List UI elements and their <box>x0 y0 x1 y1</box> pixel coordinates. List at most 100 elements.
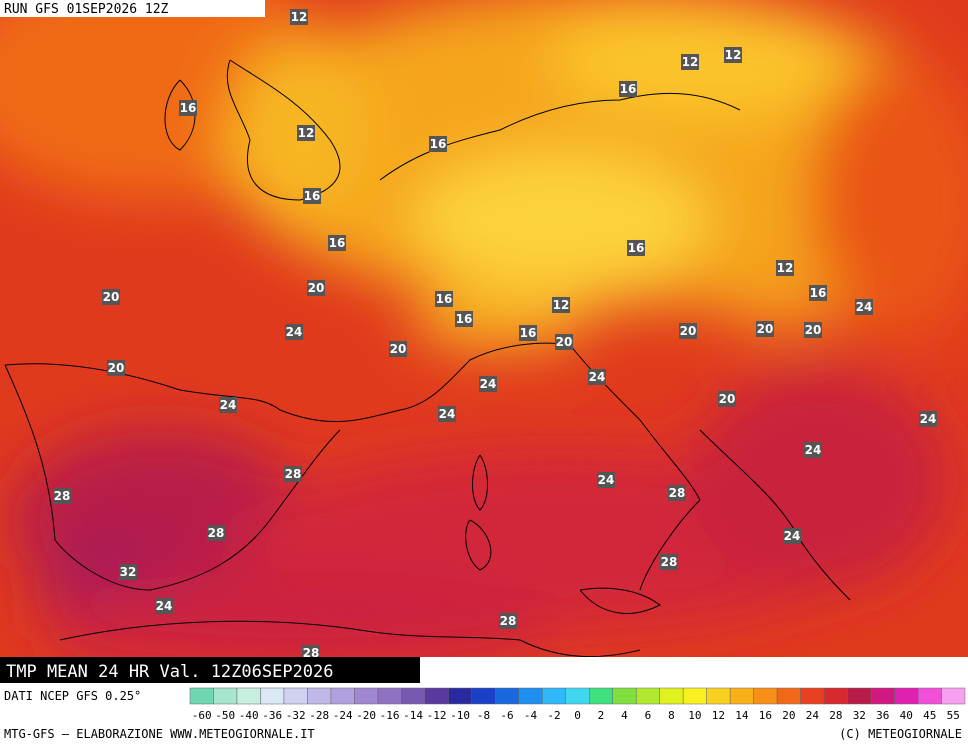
scale-label: 12 <box>712 709 725 722</box>
scale-swatch <box>729 687 754 705</box>
scale-label: -40 <box>239 709 259 722</box>
scale-label: -10 <box>450 709 470 722</box>
contour-label: 20 <box>108 361 125 375</box>
contour-label-box <box>297 125 315 141</box>
run-label: RUN GFS 01SEP2026 12Z <box>4 2 169 17</box>
coastlines <box>4 59 851 658</box>
contour-label: 28 <box>303 646 320 660</box>
contour-label: 12 <box>682 55 699 69</box>
scale-swatch <box>354 687 379 705</box>
scale-swatch <box>823 687 848 705</box>
scale-swatch <box>894 687 919 705</box>
scale-label: -12 <box>427 709 447 722</box>
run-label-box <box>0 0 265 17</box>
scale-swatch <box>565 687 590 705</box>
scale-swatch <box>377 687 402 705</box>
color-scale: -60 -50 -40 -36 -32 -28 -24 -20 -16 -14 -12 -10 -8 -6… <box>189 687 966 722</box>
scale-swatch <box>635 687 660 705</box>
scale-label: -24 <box>333 709 353 722</box>
contour-label: 24 <box>805 443 822 457</box>
scale-swatch <box>542 687 567 705</box>
contour-label: 12 <box>777 261 794 275</box>
scale-label: 40 <box>900 709 913 722</box>
scale-label: -8 <box>477 709 490 722</box>
scale-swatch <box>260 687 285 705</box>
scale-label: 36 <box>876 709 889 722</box>
contour-label-box <box>102 289 120 305</box>
scale-swatch <box>682 687 707 705</box>
scale-swatch <box>917 687 942 705</box>
scale-swatch <box>236 687 261 705</box>
contour-label-box <box>660 554 678 570</box>
scale-label: -2 <box>547 709 560 722</box>
scale-label: 14 <box>735 709 749 722</box>
scale-swatch <box>847 687 872 705</box>
contour-label-box <box>588 369 606 385</box>
contour-label: 20 <box>757 322 774 336</box>
scale-label: -4 <box>524 709 538 722</box>
scale-label: 28 <box>829 709 842 722</box>
contour-label-box <box>285 324 303 340</box>
contour-label: 16 <box>436 292 453 306</box>
contour-label-box <box>555 334 573 350</box>
scale-swatch <box>189 687 214 705</box>
contour-label: 28 <box>285 467 302 481</box>
map-title: TMP MEAN 24 HR Val. 12Z06SEP2026 <box>6 662 334 682</box>
contour-label-box <box>724 47 742 63</box>
scale-label: 55 <box>947 709 960 722</box>
contour-label: 24 <box>598 473 615 487</box>
contour-label: 16 <box>430 137 447 151</box>
scale-swatch <box>448 687 473 705</box>
scale-label: 8 <box>668 709 675 722</box>
contour-label: 16 <box>628 241 645 255</box>
contour-label-box <box>519 325 537 341</box>
scale-swatch <box>495 687 520 705</box>
contour-label-box <box>499 613 517 629</box>
contour-label-box <box>119 564 137 580</box>
contour-label-box <box>597 472 615 488</box>
scale-swatch <box>588 687 613 705</box>
contour-label: 16 <box>520 326 537 340</box>
contour-label: 20 <box>103 290 120 304</box>
contour-label: 24 <box>286 325 303 339</box>
scale-label: -14 <box>403 709 423 722</box>
contour-label-box <box>53 488 71 504</box>
contour-label: 12 <box>553 298 570 312</box>
scale-label: -36 <box>262 709 282 722</box>
contour-label-box <box>809 285 827 301</box>
scale-label: 6 <box>645 709 652 722</box>
contour-label: 20 <box>556 335 573 349</box>
contour-label-box <box>627 240 645 256</box>
contour-label-box <box>155 598 173 614</box>
scale-swatch <box>471 687 496 705</box>
scale-swatch <box>213 687 238 705</box>
contour-label: 24 <box>856 300 873 314</box>
credit: MTG-GFS — ELABORAZIONE WWW.METEOGIORNALE… <box>4 727 315 741</box>
contour-label-box <box>804 322 822 338</box>
contour-label-box <box>455 311 473 327</box>
temperature-field <box>0 0 968 670</box>
contour-label: 28 <box>661 555 678 569</box>
contour-label: 20 <box>680 324 697 338</box>
scale-swatch <box>659 687 684 705</box>
contour-label: 20 <box>308 281 325 295</box>
scale-label: -28 <box>309 709 329 722</box>
contour-label-box <box>776 260 794 276</box>
scale-swatch <box>706 687 731 705</box>
contour-label-box <box>107 360 125 376</box>
scale-label: -60 <box>192 709 212 722</box>
scale-swatch <box>330 687 355 705</box>
scale-swatch <box>401 687 426 705</box>
scale-swatch <box>870 687 895 705</box>
scale-label: -50 <box>215 709 235 722</box>
contour-label: 16 <box>180 101 197 115</box>
contour-label-box <box>855 299 873 315</box>
contour-label-box <box>179 100 197 116</box>
contour-label: 24 <box>589 370 606 384</box>
contour-label: 24 <box>220 398 237 412</box>
contour-label-box <box>284 466 302 482</box>
scale-swatch <box>776 687 801 705</box>
contour-label-box <box>804 442 822 458</box>
contour-label-box <box>435 291 453 307</box>
